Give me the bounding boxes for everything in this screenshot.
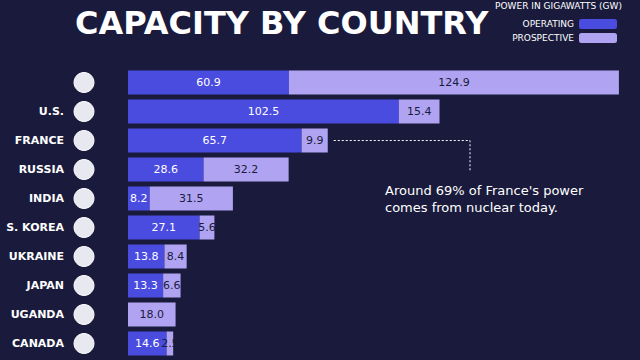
svg-text:INDIA: INDIA [29,192,65,205]
svg-text:CAPACITY BY COUNTRY: CAPACITY BY COUNTRY [75,4,489,42]
svg-text:13.8: 13.8 [134,250,159,263]
svg-text:RUSSIA: RUSSIA [19,163,65,176]
svg-text:comes from nuclear today.: comes from nuclear today. [385,200,558,215]
svg-text:S. KOREA: S. KOREA [6,221,64,234]
svg-text:13.3: 13.3 [133,279,158,292]
svg-text:U.S.: U.S. [39,105,64,118]
svg-text:PROSPECTIVE: PROSPECTIVE [512,33,574,43]
svg-text:14.6: 14.6 [135,337,160,350]
svg-text:UGANDA: UGANDA [11,308,65,321]
svg-text:102.5: 102.5 [248,105,280,118]
svg-text:UKRAINE: UKRAINE [9,250,64,263]
svg-text:31.5: 31.5 [179,192,204,205]
svg-text:32.2: 32.2 [234,163,259,176]
svg-text:POWER IN GIGAWATTS (GW): POWER IN GIGAWATTS (GW) [495,1,622,11]
svg-text:6.6: 6.6 [163,279,181,292]
svg-text:28.6: 28.6 [154,163,179,176]
svg-text:FRANCE: FRANCE [15,134,64,147]
svg-text:2.5: 2.5 [161,337,179,350]
svg-text:Around 69% of France's power: Around 69% of France's power [385,183,587,198]
svg-text:27.1: 27.1 [152,221,177,234]
svg-text:CANADA: CANADA [12,337,64,350]
svg-text:5.6: 5.6 [198,221,216,234]
svg-text:124.9: 124.9 [438,76,470,89]
svg-text:8.2: 8.2 [130,192,148,205]
svg-text:JAPAN: JAPAN [26,279,64,292]
svg-text:65.7: 65.7 [203,134,228,147]
svg-text:8.4: 8.4 [167,250,185,263]
svg-text:15.4: 15.4 [407,105,432,118]
svg-text:OPERATING: OPERATING [523,19,574,29]
svg-text:60.9: 60.9 [196,76,221,89]
svg-text:9.9: 9.9 [306,134,324,147]
svg-text:18.0: 18.0 [140,308,165,321]
